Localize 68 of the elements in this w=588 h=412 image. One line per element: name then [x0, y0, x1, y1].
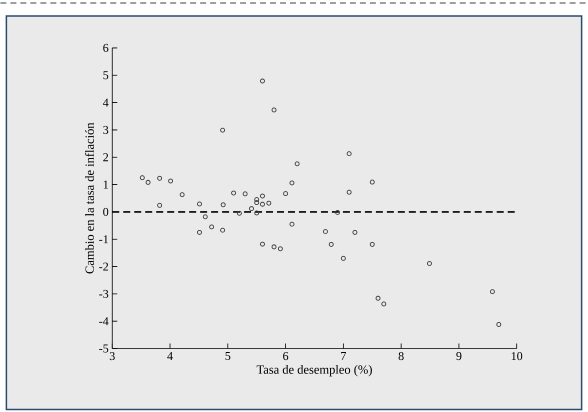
y-tick-label: 2 — [103, 153, 108, 161]
x-tick-label: 10 — [512, 352, 522, 360]
point — [376, 296, 380, 300]
y-axis-title: Cambio en la tasa de inflación — [84, 122, 94, 274]
point — [346, 190, 352, 194]
x-tick-label: 7 — [341, 352, 346, 360]
point — [323, 228, 328, 234]
point — [242, 191, 248, 196]
point — [202, 214, 208, 220]
point — [335, 210, 340, 215]
x-tick-label: 5 — [226, 352, 230, 360]
point — [220, 128, 226, 132]
x-tick-label: 6 — [283, 352, 288, 360]
point — [180, 192, 185, 197]
point — [140, 175, 145, 180]
x-tick-label: 8 — [398, 352, 404, 360]
point — [266, 200, 272, 206]
point — [231, 190, 236, 196]
y-tick-label: -1 — [99, 235, 108, 243]
x-tick-label: 4 — [167, 352, 173, 360]
point — [197, 201, 202, 206]
x-tick-label: 9 — [456, 352, 462, 360]
x-axis-title: Tasa de desempleo (%) — [256, 364, 372, 376]
y-tick-label: 3 — [103, 126, 108, 134]
point — [260, 241, 265, 246]
point — [272, 244, 276, 250]
point — [260, 78, 265, 84]
point — [328, 242, 334, 247]
point — [370, 179, 375, 184]
point — [352, 230, 358, 235]
point — [370, 242, 375, 247]
point — [209, 224, 214, 230]
point — [220, 202, 226, 208]
point — [381, 301, 386, 306]
point — [254, 210, 260, 216]
point — [490, 289, 495, 294]
y-tick-label: -2 — [99, 262, 108, 270]
point — [260, 202, 265, 206]
point — [220, 228, 226, 232]
y-tick-label: -5 — [99, 344, 108, 352]
point — [278, 246, 283, 252]
point — [496, 322, 502, 327]
point — [197, 230, 202, 235]
point — [146, 180, 151, 185]
point — [283, 190, 288, 196]
y-tick-label: 4 — [102, 98, 109, 106]
y-tick-label: 0 — [103, 208, 108, 216]
point — [289, 180, 294, 186]
point — [249, 206, 254, 211]
point — [289, 222, 294, 226]
y-tick-label: -4 — [99, 317, 109, 325]
point — [157, 176, 162, 181]
point — [157, 202, 162, 208]
y-tick-label: -3 — [99, 290, 108, 298]
point — [260, 193, 265, 198]
point — [254, 196, 260, 202]
point — [236, 210, 242, 216]
x-tick-label: 3 — [110, 352, 115, 360]
point — [427, 260, 432, 266]
y-tick-label: 1 — [104, 180, 108, 188]
point — [272, 107, 276, 112]
y-tick-label: 5 — [103, 71, 108, 80]
point — [340, 256, 346, 261]
point — [254, 200, 260, 205]
point — [168, 178, 174, 184]
point — [294, 161, 300, 166]
point — [346, 151, 352, 156]
y-tick-label: 6 — [103, 44, 108, 52]
